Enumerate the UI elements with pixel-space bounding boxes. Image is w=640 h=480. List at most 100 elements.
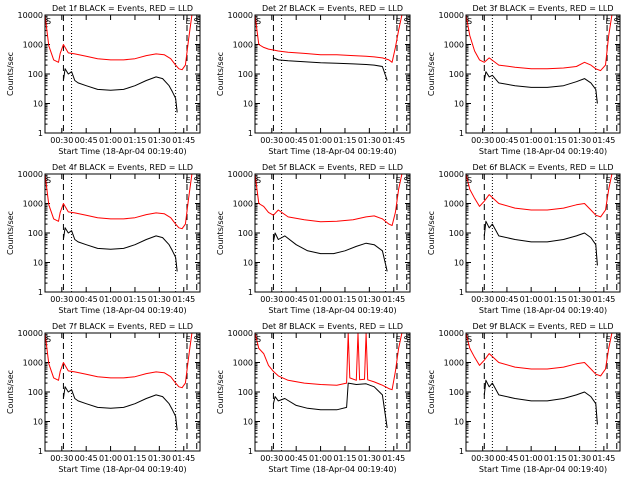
series-line-events (272, 232, 388, 272)
y-tick-label: 1000 (233, 200, 253, 209)
segment-label: S (404, 176, 409, 185)
segment-label: S (46, 176, 51, 185)
y-tick-label: 100 (28, 388, 43, 397)
x-axis-label: Start Time (18-Apr-04 00:19:40) (268, 465, 396, 474)
x-tick-label: 01:45 (592, 136, 615, 145)
segment-label: E (395, 17, 400, 26)
x-tick-label: 01:00 (520, 454, 543, 463)
y-axis-label: Counts/sec (6, 211, 15, 255)
x-tick-label: 00:45 (75, 454, 98, 463)
y-tick-label: 10 (33, 259, 43, 268)
x-tick-label: 01:15 (123, 454, 146, 463)
x-tick-label: 01:45 (172, 295, 195, 304)
x-tick-label: 01:45 (172, 136, 195, 145)
x-axis-label: Start Time (18-Apr-04 00:19:40) (479, 465, 607, 474)
x-tick-label: 00:45 (495, 454, 518, 463)
x-tick-label: 00:45 (285, 136, 308, 145)
x-tick-label: 01:00 (99, 136, 122, 145)
y-tick-label: 1 (459, 129, 464, 138)
y-tick-label: 10 (243, 259, 253, 268)
y-tick-label: 1000 (233, 41, 253, 50)
y-tick-label: 1 (38, 288, 43, 297)
y-tick-label: 10 (33, 418, 43, 427)
x-axis-label: Start Time (18-Apr-04 00:19:40) (479, 147, 607, 156)
series-line-events (483, 379, 598, 425)
segment-label: S (467, 335, 472, 344)
x-tick-label: 00:30 (471, 136, 494, 145)
series-line-events (483, 71, 598, 104)
x-tick-label: 01:30 (148, 454, 171, 463)
chart-title: Det 6f BLACK = Events, RED = LLD (472, 163, 613, 172)
x-tick-label: 00:45 (75, 136, 98, 145)
chart-title: Det 9f BLACK = Events, RED = LLD (472, 322, 613, 331)
chart-panel: Det 7f BLACK = Events, RED = LLD Counts/s… (6, 322, 201, 474)
segment-label: S (194, 17, 199, 26)
chart-title: Det 7f BLACK = Events, RED = LLD (52, 322, 193, 331)
series-line-lld (45, 333, 193, 389)
x-tick-label: 00:45 (285, 454, 308, 463)
series-line-events (62, 227, 178, 272)
series-line-events (62, 386, 178, 431)
x-tick-label: 00:45 (75, 295, 98, 304)
x-tick-label: 01:00 (99, 295, 122, 304)
segment-label: S (614, 17, 619, 26)
segment-label: S (256, 176, 261, 185)
plot-frame (254, 332, 411, 452)
segment-label: E (606, 335, 611, 344)
y-tick-label: 1000 (444, 41, 464, 50)
segment-label: E (185, 17, 190, 26)
segment-label: S (194, 335, 199, 344)
y-tick-label: 1 (38, 447, 43, 456)
series-line-lld (466, 174, 613, 218)
x-axis-label: Start Time (18-Apr-04 00:19:40) (58, 147, 186, 156)
x-tick-label: 01:15 (123, 136, 146, 145)
x-tick-label: 01:30 (568, 295, 591, 304)
y-tick-label: 1 (248, 288, 253, 297)
y-tick-label: 100 (238, 229, 253, 238)
x-tick-label: 00:45 (285, 295, 308, 304)
y-tick-label: 10000 (18, 11, 43, 20)
plot-frame (465, 173, 621, 293)
y-tick-label: 1000 (23, 41, 43, 50)
plot-frame (465, 332, 621, 452)
y-axis-label: Counts/sec (216, 52, 225, 96)
y-axis-label: Counts/sec (427, 370, 436, 414)
x-tick-label: 01:30 (358, 136, 381, 145)
y-tick-label: 1 (248, 129, 253, 138)
x-tick-label: 00:30 (50, 454, 73, 463)
x-tick-label: 01:45 (592, 454, 615, 463)
y-tick-label: 10000 (228, 329, 253, 338)
y-axis-label: Counts/sec (427, 211, 436, 255)
chart-title: Det 5f BLACK = Events, RED = LLD (262, 163, 403, 172)
x-tick-label: 00:30 (471, 454, 494, 463)
x-tick-label: 01:00 (309, 136, 332, 145)
x-tick-label: 00:30 (260, 295, 283, 304)
y-tick-label: 10000 (439, 170, 464, 179)
series-line-events (273, 57, 388, 81)
y-tick-label: 100 (449, 229, 464, 238)
segment-label: E (606, 176, 611, 185)
x-tick-label: 01:15 (123, 295, 146, 304)
chart-title: Det 4f BLACK = Events, RED = LLD (52, 163, 193, 172)
y-tick-label: 10000 (439, 11, 464, 20)
plot-frame (254, 14, 411, 134)
x-tick-label: 01:30 (568, 136, 591, 145)
segment-label: S (46, 335, 51, 344)
y-tick-label: 1000 (233, 359, 253, 368)
chart-title: Det 2f BLACK = Events, RED = LLD (262, 4, 403, 13)
y-axis-label: Counts/sec (216, 370, 225, 414)
x-tick-label: 01:00 (99, 454, 122, 463)
x-tick-label: 01:15 (333, 295, 356, 304)
series-line-events (272, 382, 388, 429)
x-tick-label: 00:30 (471, 295, 494, 304)
chart-panel: Det 3f BLACK = Events, RED = LLD Counts/s… (427, 4, 621, 156)
segment-label: S (46, 17, 51, 26)
x-tick-label: 01:15 (333, 454, 356, 463)
x-tick-label: 01:15 (544, 454, 567, 463)
segment-label: E (185, 176, 190, 185)
segment-label: S (256, 17, 261, 26)
segment-label: E (185, 335, 190, 344)
y-tick-label: 10000 (439, 329, 464, 338)
y-tick-label: 10 (243, 418, 253, 427)
